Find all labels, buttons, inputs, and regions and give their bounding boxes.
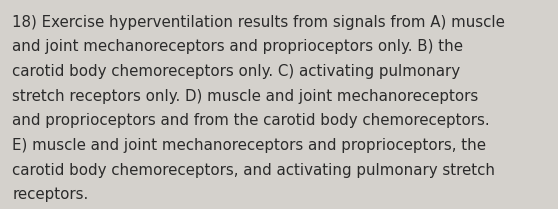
Text: E) muscle and joint mechanoreceptors and proprioceptors, the: E) muscle and joint mechanoreceptors and… [12, 138, 486, 153]
Text: and joint mechanoreceptors and proprioceptors only. B) the: and joint mechanoreceptors and proprioce… [12, 39, 463, 54]
Text: 18) Exercise hyperventilation results from signals from A) muscle: 18) Exercise hyperventilation results fr… [12, 15, 505, 30]
Text: receptors.: receptors. [12, 187, 89, 202]
Text: and proprioceptors and from the carotid body chemoreceptors.: and proprioceptors and from the carotid … [12, 113, 490, 128]
Text: stretch receptors only. D) muscle and joint mechanoreceptors: stretch receptors only. D) muscle and jo… [12, 89, 479, 104]
Text: carotid body chemoreceptors only. C) activating pulmonary: carotid body chemoreceptors only. C) act… [12, 64, 460, 79]
Text: carotid body chemoreceptors, and activating pulmonary stretch: carotid body chemoreceptors, and activat… [12, 163, 496, 178]
